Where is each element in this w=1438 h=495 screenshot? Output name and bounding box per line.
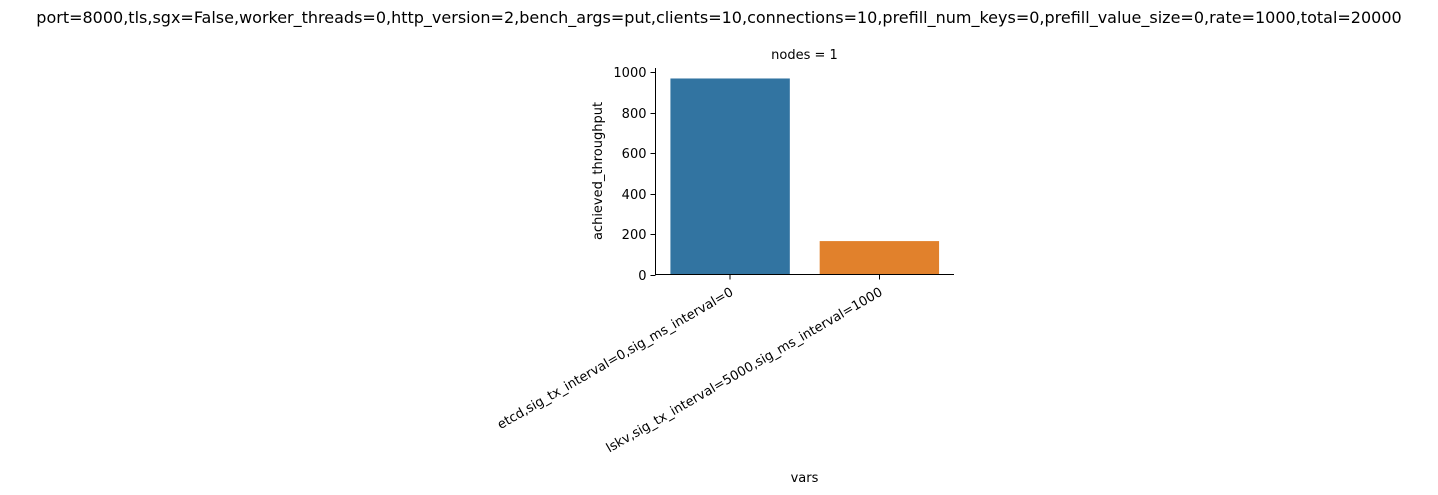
x-tick-label: etcd,sig_tx_interval=0,sig_ms_interval=0 [495,285,736,433]
y-ticks: 0 200 400 600 800 1000 [613,66,656,284]
y-tick-label: 800 [622,107,647,122]
chart-title: port=8000,tls,sgx=False,worker_threads=0… [36,8,1401,28]
x-tick-label: lskv,sig_tx_interval=5000,sig_ms_interva… [604,285,886,456]
y-tick-label: 0 [638,269,646,284]
x-ticks: etcd,sig_tx_interval=0,sig_ms_interval=0… [495,274,886,456]
y-tick-label: 200 [622,228,647,243]
bars [670,78,940,275]
bar-1 [670,78,790,275]
y-tick-label: 600 [622,147,647,162]
y-tick-label: 400 [622,188,647,203]
bar-2 [819,241,940,275]
x-axis-label: vars [791,471,819,486]
y-axis-label: achieved_throughput [591,102,606,240]
facet-title: nodes = 1 [771,48,838,63]
y-tick-label: 1000 [613,66,646,81]
